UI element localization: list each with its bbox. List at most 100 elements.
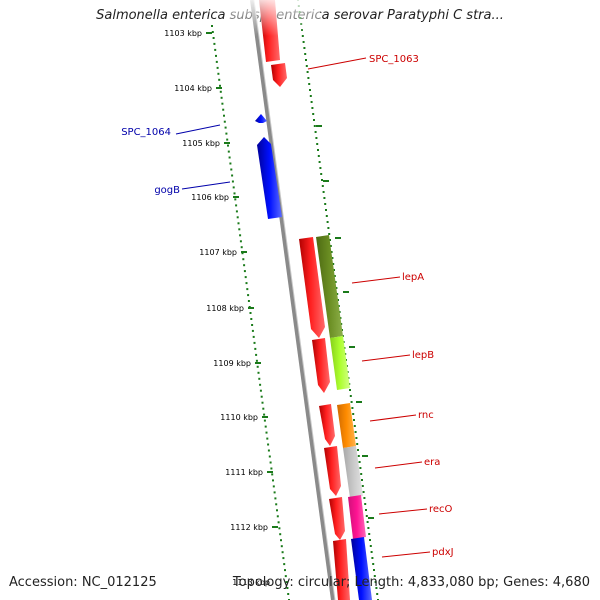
ruler-label: 1109 kbp (213, 359, 251, 368)
outer-guide-dot (324, 203, 327, 205)
gene-label-SPC_1064[interactable]: SPC_1064 (121, 127, 171, 138)
inner-guide-dot (244, 276, 247, 279)
inner-guide-dot (257, 371, 260, 374)
gene-label-SPC_1063[interactable]: SPC_1063 (369, 54, 419, 65)
outer-guide-dot (354, 431, 357, 433)
ruler-label: 1107 kbp (199, 248, 237, 257)
inner-guide-dot (287, 593, 290, 595)
outer-guide-dot (323, 197, 326, 199)
inner-guide-dot (246, 288, 249, 291)
gene-label-gogB[interactable]: gogB (154, 185, 180, 196)
gene-label-lepB[interactable]: lepB (412, 350, 434, 361)
inner-guide-dot (268, 455, 271, 458)
gene-label-lepA[interactable]: lepA (402, 272, 424, 283)
outer-guide-dot (370, 551, 373, 553)
inner-guide-dot (227, 150, 230, 153)
outer-guide-dot (327, 227, 330, 229)
inner-guide-dot (282, 557, 285, 560)
inner-guide-dot (231, 174, 234, 177)
gene-SPC_1064[interactable] (255, 114, 267, 123)
outer-guide-dot (352, 413, 355, 415)
outer-guide-dot (320, 173, 323, 175)
inner-guide-dot (242, 258, 245, 261)
gene-pdxJ[interactable] (333, 539, 350, 600)
outer-guide-dot (311, 107, 314, 109)
inner-guide-dot (215, 54, 217, 57)
outer-guide-dot (369, 545, 372, 547)
inner-guide-dot (259, 389, 262, 392)
inner-guide-dot (238, 228, 241, 231)
inner-guide-dot (214, 48, 217, 51)
inner-guide-dot (269, 461, 272, 464)
outer-guide-dot (334, 281, 337, 283)
outer-guide-dot (314, 131, 317, 133)
inner-guide-dot (221, 102, 224, 105)
inner-guide-dot (247, 294, 250, 297)
gene-recO[interactable] (329, 497, 345, 540)
cog-block-lepA (316, 235, 343, 338)
inner-guide-dot (245, 282, 248, 285)
inner-guide-dot (259, 383, 262, 386)
ruler-label: 1103 kbp (164, 29, 202, 38)
inner-guide-dot (219, 90, 222, 93)
outer-guide-dot (329, 245, 332, 247)
cog-block-lepB (330, 336, 350, 390)
outer-guide-dot (355, 437, 358, 439)
inner-guide-dot (286, 587, 289, 589)
inner-guide-dot (243, 264, 246, 267)
ruler-label: 1110 kbp (220, 413, 258, 422)
gene-lepB[interactable] (312, 338, 330, 393)
inner-guide-dot (236, 216, 239, 219)
inner-guide-dot (275, 503, 278, 506)
outer-guide-dot (317, 155, 320, 157)
cog-block-recO (348, 495, 366, 539)
gene-label-rnc[interactable]: rnc (418, 410, 434, 421)
inner-guide-dot (258, 377, 261, 380)
inner-guide-dot (262, 407, 265, 410)
inner-guide-dot (252, 335, 255, 338)
outer-guide-dot (367, 527, 370, 529)
inner-guide-dot (237, 222, 240, 225)
topology-text: Topology: circular; Length: 4,833,080 bp… (232, 575, 590, 590)
outer-guide-dot (313, 119, 315, 121)
gene-label-era[interactable]: era (424, 457, 440, 468)
outer-guide-dot (309, 95, 312, 97)
inner-guide-dot (247, 300, 250, 302)
outer-guide-dot (372, 563, 375, 565)
inner-guide-dot (272, 485, 275, 488)
ruler-label: 1112 kbp (230, 523, 268, 532)
inner-guide-dot (284, 575, 287, 578)
inner-guide-dot (264, 425, 267, 428)
outer-guide-dot (376, 593, 379, 595)
gene-gogB[interactable] (257, 137, 282, 219)
inner-guide-dot (239, 240, 242, 243)
gene-label-pdxJ[interactable]: pdxJ (432, 547, 454, 558)
inner-guide-dot (243, 270, 246, 273)
inner-guide-dot (211, 25, 213, 27)
inner-guide-dot (272, 479, 274, 482)
gene-rnc[interactable] (319, 404, 335, 446)
inner-guide-dot (225, 132, 228, 135)
outer-guide-dot (375, 587, 378, 589)
outer-guide-dot (373, 569, 375, 571)
inner-guide-dot (234, 198, 237, 201)
gene-lepA[interactable] (299, 237, 325, 338)
inner-guide-dot (281, 551, 284, 554)
inner-guide-dot (223, 114, 225, 117)
inner-guide-dot (233, 192, 236, 195)
outer-guide-dot (365, 515, 368, 517)
gene-label-recO[interactable]: recO (429, 504, 453, 515)
outer-guide-dot (360, 473, 363, 475)
outer-guide-dot (319, 167, 322, 169)
ruler-ticks (206, 32, 374, 528)
outer-guide-dot (357, 455, 360, 457)
gene-era[interactable] (324, 446, 341, 496)
inner-guide-dot (239, 234, 242, 237)
outer-guide-dot (325, 215, 328, 217)
gene-SPC_1063[interactable] (271, 63, 287, 87)
inner-guide-dot (251, 329, 254, 332)
inner-guide-dot (227, 144, 229, 147)
outer-guide-dot (373, 575, 376, 577)
inner-guide-dot (211, 31, 214, 33)
inner-guide-dot (240, 246, 243, 249)
